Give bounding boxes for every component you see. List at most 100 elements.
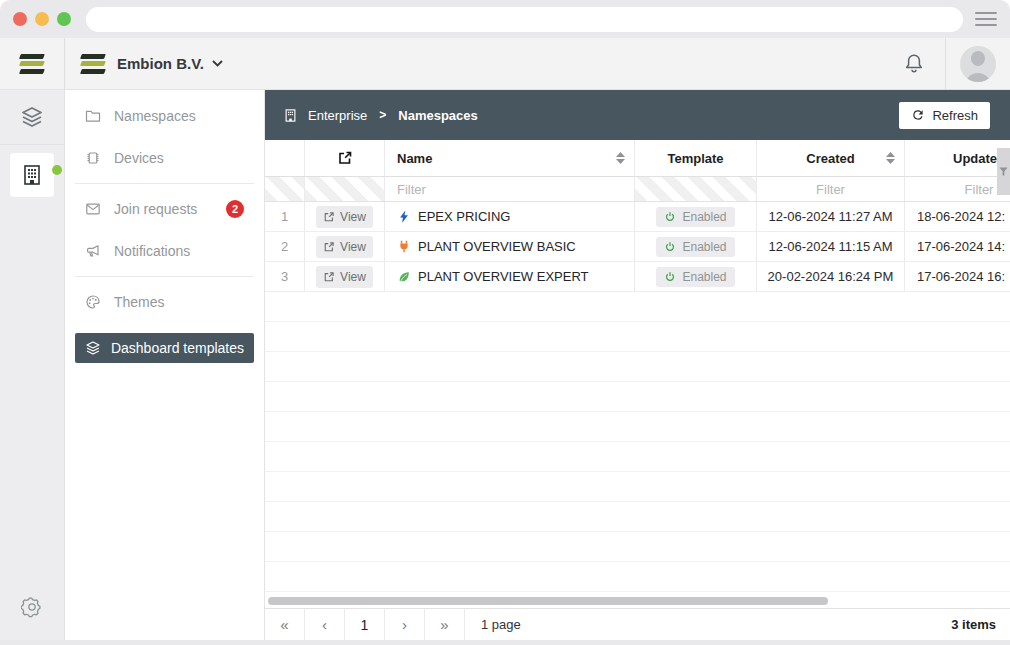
column-header-index bbox=[265, 140, 305, 176]
url-bar[interactable] bbox=[86, 7, 963, 32]
breadcrumb-root[interactable]: Enterprise bbox=[308, 108, 367, 123]
rail-dashboards-item[interactable] bbox=[0, 90, 64, 145]
updated-cell: 18-06-2024 12: bbox=[905, 202, 1010, 231]
rail-enterprise-item[interactable] bbox=[10, 153, 54, 197]
status-badge: Enabled bbox=[656, 267, 734, 287]
breadcrumb-current: Namespaces bbox=[398, 108, 478, 123]
chip-icon bbox=[85, 150, 101, 166]
filter-input-updated[interactable]: Filter bbox=[905, 177, 1010, 201]
embion-logo-icon bbox=[20, 54, 44, 74]
empty-row bbox=[265, 472, 1010, 502]
org-logo-icon bbox=[81, 54, 105, 74]
org-name: Embion B.V. bbox=[117, 55, 204, 72]
updated-cell: 17-06-2024 16: bbox=[905, 262, 1010, 291]
building-icon bbox=[283, 108, 298, 123]
online-status-dot bbox=[52, 165, 62, 175]
sort-icon[interactable] bbox=[886, 152, 895, 164]
sidebar-item-devices[interactable]: Devices bbox=[65, 137, 264, 179]
sidebar-item-join-requests[interactable]: Join requests 2 bbox=[65, 188, 264, 230]
table-row: 3 View PLANT OVERVIEW EXPERT Enabled 20-… bbox=[265, 262, 1010, 292]
sidebar-item-namespaces[interactable]: Namespaces bbox=[65, 95, 264, 137]
column-header-name[interactable]: Name bbox=[385, 140, 635, 176]
gear-icon bbox=[21, 596, 43, 618]
column-header-created[interactable]: Created bbox=[757, 140, 905, 176]
sidebar: Namespaces Devices Join requests 2 Notif… bbox=[65, 90, 265, 640]
table-header-row: Name Template Created Updated bbox=[265, 140, 1010, 177]
items-count-label: 3 items bbox=[951, 609, 1010, 640]
browser-window: Embion B.V. bbox=[0, 0, 1010, 645]
view-button[interactable]: View bbox=[316, 266, 373, 288]
maximize-window-button[interactable] bbox=[57, 12, 71, 26]
building-icon bbox=[20, 163, 44, 187]
sidebar-item-themes[interactable]: Themes bbox=[65, 281, 264, 323]
external-link-icon bbox=[323, 211, 335, 223]
power-icon bbox=[664, 211, 676, 223]
horizontal-scrollbar-thumb[interactable] bbox=[268, 597, 828, 605]
column-header-updated[interactable]: Updated bbox=[905, 140, 1010, 176]
namespace-name: PLANT OVERVIEW EXPERT bbox=[418, 269, 589, 284]
sidebar-item-notifications[interactable]: Notifications bbox=[65, 230, 264, 272]
sort-icon[interactable] bbox=[616, 152, 625, 164]
user-avatar[interactable] bbox=[946, 46, 1010, 82]
view-button[interactable]: View bbox=[316, 236, 373, 258]
lightning-icon bbox=[397, 209, 411, 224]
horizontal-scrollbar bbox=[265, 594, 1010, 608]
empty-row bbox=[265, 502, 1010, 532]
palette-icon bbox=[85, 294, 101, 310]
empty-row bbox=[265, 532, 1010, 562]
window-controls bbox=[13, 12, 71, 26]
row-index: 1 bbox=[265, 202, 305, 231]
status-badge: Enabled bbox=[656, 207, 734, 227]
row-index: 2 bbox=[265, 232, 305, 261]
status-badge: Enabled bbox=[656, 237, 734, 257]
column-header-template[interactable]: Template bbox=[635, 140, 757, 176]
view-button[interactable]: View bbox=[316, 206, 373, 228]
empty-row bbox=[265, 562, 1010, 592]
column-filter-strip[interactable] bbox=[997, 148, 1010, 195]
power-icon bbox=[664, 241, 676, 253]
notifications-bell-icon[interactable] bbox=[903, 52, 925, 75]
empty-row bbox=[265, 322, 1010, 352]
first-page-button[interactable]: « bbox=[265, 609, 305, 640]
minimize-window-button[interactable] bbox=[35, 12, 49, 26]
rail-settings-item[interactable] bbox=[0, 596, 64, 618]
leaf-icon bbox=[397, 270, 411, 284]
created-cell: 20-02-2024 16:24 PM bbox=[757, 262, 905, 291]
empty-row bbox=[265, 352, 1010, 382]
created-cell: 12-06-2024 11:27 AM bbox=[757, 202, 905, 231]
external-link-icon bbox=[323, 241, 335, 253]
namespace-name: EPEX PRICING bbox=[418, 209, 510, 224]
next-page-button[interactable]: › bbox=[385, 609, 425, 640]
updated-cell: 17-06-2024 14: bbox=[905, 232, 1010, 261]
empty-row bbox=[265, 382, 1010, 412]
org-switcher[interactable]: Embion B.V. bbox=[65, 54, 223, 74]
layers-icon bbox=[85, 340, 101, 356]
prev-page-button[interactable]: ‹ bbox=[305, 609, 345, 640]
browser-menu-icon[interactable] bbox=[975, 12, 997, 26]
sidebar-divider bbox=[75, 276, 254, 277]
table-filter-row: Filter Filter Filter bbox=[265, 177, 1010, 202]
current-page-button[interactable]: 1 bbox=[345, 609, 385, 640]
column-header-view[interactable] bbox=[305, 140, 385, 176]
funnel-icon bbox=[999, 167, 1008, 176]
app-logo-tile[interactable] bbox=[0, 38, 65, 89]
chevron-down-icon bbox=[212, 60, 223, 67]
row-index: 3 bbox=[265, 262, 305, 291]
filter-input-created[interactable]: Filter bbox=[757, 177, 905, 201]
external-link-icon bbox=[323, 271, 335, 283]
page-count-label: 1 page bbox=[465, 609, 521, 640]
pagination-bar: « ‹ 1 › » 1 page 3 items bbox=[265, 608, 1010, 640]
content: Enterprise > Namespaces Refresh bbox=[265, 90, 1010, 640]
last-page-button[interactable]: » bbox=[425, 609, 465, 640]
empty-row bbox=[265, 292, 1010, 322]
refresh-button[interactable]: Refresh bbox=[899, 102, 990, 129]
sidebar-item-dashboard-templates[interactable]: Dashboard templates bbox=[75, 333, 254, 363]
filter-input-name[interactable]: Filter bbox=[385, 177, 635, 201]
app-header: Embion B.V. bbox=[0, 38, 1010, 90]
power-icon bbox=[664, 271, 676, 283]
close-window-button[interactable] bbox=[13, 12, 27, 26]
table: Name Template Created Updated Fi bbox=[265, 140, 1010, 594]
filter-cell-disabled bbox=[305, 177, 385, 201]
refresh-icon bbox=[911, 108, 925, 122]
layers-icon bbox=[20, 105, 44, 129]
